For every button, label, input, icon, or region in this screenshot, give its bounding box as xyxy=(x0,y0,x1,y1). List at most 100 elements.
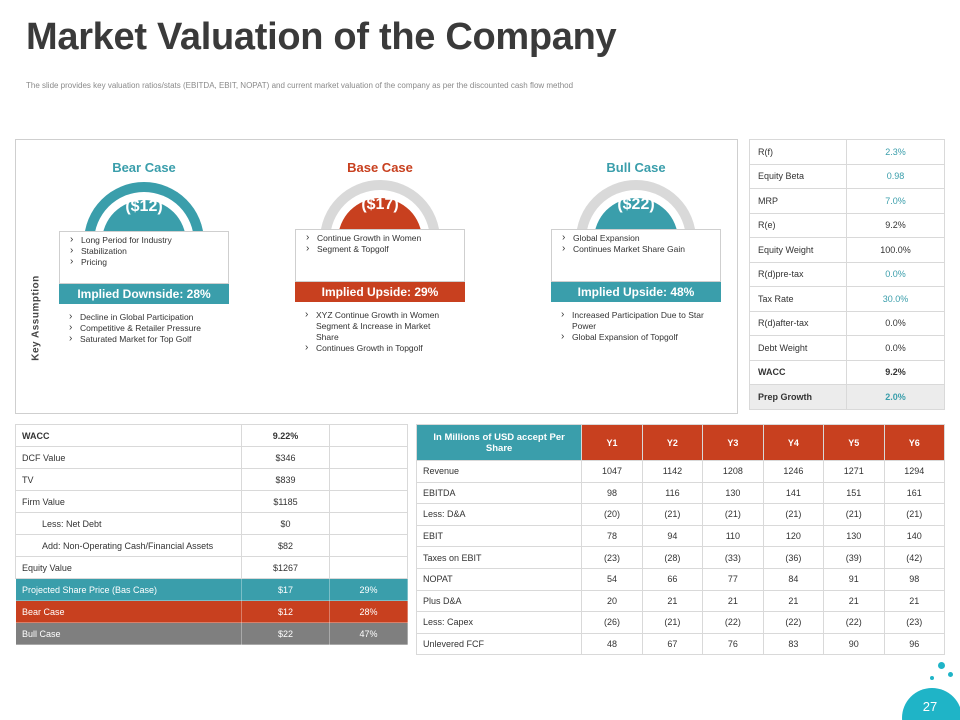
case-title: Bear Case xyxy=(112,160,176,175)
case-points: Long Period for Industry Stabilization P… xyxy=(59,231,229,284)
list-item: Saturated Market for Top Golf xyxy=(67,333,217,345)
ratio-label: R(e) xyxy=(749,212,847,238)
table-row: Debt Weight 0.0% xyxy=(749,335,945,361)
table-cell: (21) xyxy=(641,503,704,526)
valuation-value: $0 xyxy=(241,512,330,535)
row-label: Less: D&A xyxy=(415,503,583,526)
table-cell: (42) xyxy=(883,546,946,569)
ratio-value: 30.0% xyxy=(846,286,945,312)
table-cell: (22) xyxy=(823,611,885,634)
table-row: Prep Growth 2.0% xyxy=(749,384,945,410)
row-label: Revenue xyxy=(415,460,583,483)
table-row: Less: Net Debt $0 xyxy=(15,512,408,535)
valuation-label: Equity Value xyxy=(15,556,242,579)
table-cell: 21 xyxy=(883,589,946,613)
table-cell: (39) xyxy=(823,546,885,569)
table-cell: (20) xyxy=(581,503,643,526)
table-cell: 140 xyxy=(883,524,946,548)
valuation-extra xyxy=(329,534,408,557)
list-item: Competitive & Retailer Pressure xyxy=(67,322,217,334)
table-cell: 83 xyxy=(762,632,825,656)
table-cell: (21) xyxy=(702,503,764,526)
table-row: Less: D&A (20) (21) (21) (21) (21) (21) xyxy=(415,503,946,526)
implied-badge: Implied Upside: 48% xyxy=(551,282,721,302)
ratio-value: 0.0% xyxy=(846,310,945,336)
table-row: Projected Share Price (Bas Case) $17 29% xyxy=(15,578,408,601)
case-value: ($17) xyxy=(361,196,399,213)
table-row: Unlevered FCF 48 67 76 83 90 96 xyxy=(415,632,946,656)
valuation-table: WACC 9.22% DCF Value $346 TV $839 Firm Value $1… xyxy=(15,424,408,645)
table-cell: (23) xyxy=(581,546,643,569)
table-cell: 76 xyxy=(702,632,764,656)
table-row: Plus D&A 20 21 21 21 21 21 xyxy=(415,589,946,613)
table-cell: 1208 xyxy=(702,460,764,483)
decor-dot xyxy=(930,676,934,680)
valuation-label: Bull Case xyxy=(15,622,242,645)
valuation-extra xyxy=(329,490,408,513)
case-points: Continue Growth in Women Segment & Topgo… xyxy=(295,229,465,282)
table-row: EBITDA 98 116 130 141 151 161 xyxy=(415,481,946,505)
list-item: Stabilization xyxy=(68,245,222,257)
valuation-label: Projected Share Price (Bas Case) xyxy=(15,578,242,601)
table-row: Revenue 1047 1142 1208 1246 1271 1294 xyxy=(415,460,946,483)
table-cell: (26) xyxy=(581,611,643,634)
ratio-label: Equity Beta xyxy=(749,163,847,189)
table-cell: 120 xyxy=(762,524,825,548)
assumption-list: Decline in Global Participation Competit… xyxy=(67,311,217,345)
list-item: Segment & Topgolf xyxy=(304,243,458,255)
table-row: Add: Non-Operating Cash/Financial Assets… xyxy=(15,534,408,557)
table-row: R(d)after-tax 0.0% xyxy=(749,310,945,336)
table-cell: (21) xyxy=(883,503,946,526)
table-row: Less: Capex (26) (21) (22) (22) (22) (23) xyxy=(415,611,946,634)
table-row: Equity Beta 0.98 xyxy=(749,163,945,189)
key-assumption-label: Key Assumption xyxy=(30,275,42,361)
table-cell: 161 xyxy=(883,481,946,505)
ratio-value: 7.0% xyxy=(846,188,945,214)
table-cell: 1047 xyxy=(581,460,643,483)
table-cell: 96 xyxy=(883,632,946,656)
projection-header: In Millions of USD accept Per Share xyxy=(415,424,583,461)
table-cell: 54 xyxy=(581,567,643,591)
table-cell: (21) xyxy=(823,503,885,526)
table-cell: (28) xyxy=(641,546,704,569)
table-row: TV $839 xyxy=(15,468,408,491)
year-header: Y5 xyxy=(823,424,885,461)
row-label: EBITDA xyxy=(415,481,583,505)
ratio-label: Debt Weight xyxy=(749,335,847,361)
valuation-extra xyxy=(329,556,408,579)
table-cell: (33) xyxy=(702,546,764,569)
list-item: Continues Market Share Gain xyxy=(560,243,714,255)
table-cell: (36) xyxy=(762,546,825,569)
ratio-value: 0.98 xyxy=(846,163,945,189)
table-row: Bull Case $22 47% xyxy=(15,622,408,645)
valuation-value: $346 xyxy=(241,446,330,469)
table-cell: 66 xyxy=(641,567,704,591)
year-header: Y2 xyxy=(641,424,704,461)
valuation-label: Less: Net Debt xyxy=(15,512,242,535)
table-cell: 130 xyxy=(702,481,764,505)
list-item: Global Expansion xyxy=(560,232,714,244)
table-row: Equity Weight 100.0% xyxy=(749,237,945,263)
ratio-value: 0.0% xyxy=(846,335,945,361)
page-title: Market Valuation of the Company xyxy=(26,16,617,58)
year-header: Y1 xyxy=(581,424,643,461)
table-cell: 67 xyxy=(641,632,704,656)
year-header: Y6 xyxy=(883,424,946,461)
year-header: Y4 xyxy=(762,424,825,461)
ratio-value: 9.2% xyxy=(846,359,945,385)
bull-case: Bull Case ($22) Global Expansion Continu… xyxy=(551,158,721,398)
valuation-extra: 47% xyxy=(329,622,408,645)
valuation-value: $839 xyxy=(241,468,330,491)
valuation-value: $1185 xyxy=(241,490,330,513)
valuation-extra xyxy=(329,512,408,535)
valuation-value: $17 xyxy=(241,578,330,601)
table-row: DCF Value $346 xyxy=(15,446,408,469)
table-row: EBIT 78 94 110 120 130 140 xyxy=(415,524,946,548)
table-row: WACC 9.2% xyxy=(749,359,945,385)
table-cell: (23) xyxy=(883,611,946,634)
table-cell: 21 xyxy=(823,589,885,613)
table-cell: 98 xyxy=(581,481,643,505)
valuation-extra: 29% xyxy=(329,578,408,601)
table-cell: 48 xyxy=(581,632,643,656)
list-item: Global Expansion of Topgolf xyxy=(559,331,709,343)
